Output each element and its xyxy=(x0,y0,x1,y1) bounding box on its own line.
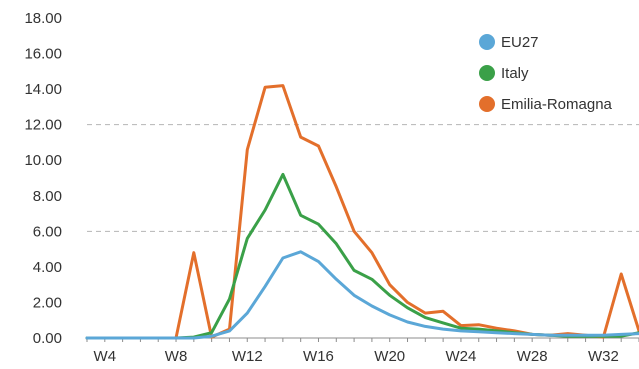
y-tick-label: 18.00 xyxy=(24,10,62,27)
y-tick-label: 6.00 xyxy=(33,223,62,240)
legend-marker xyxy=(479,96,495,112)
y-tick-label: 10.00 xyxy=(24,152,62,169)
legend-label: EU27 xyxy=(501,34,539,51)
x-tick-label: W16 xyxy=(303,348,334,365)
series-lines xyxy=(85,84,639,340)
y-tick-label: 12.00 xyxy=(24,117,62,134)
legend-marker xyxy=(479,34,495,50)
y-tick-label: 0.00 xyxy=(33,330,62,347)
x-tick-label: W4 xyxy=(94,348,117,365)
x-tick-label: W24 xyxy=(446,348,477,365)
series-line-eu27 xyxy=(85,250,639,340)
legend-label: Emilia-Romagna xyxy=(501,96,613,113)
gridlines xyxy=(87,124,639,232)
legend: EU27 Italy Emilia-Romagna xyxy=(479,34,613,113)
axes: 0.00 2.00 4.00 6.00 8.00 10.00 12.00 14.00 16.00… xyxy=(24,10,639,365)
y-tick-label: 16.00 xyxy=(24,46,62,63)
y-tick-label: 4.00 xyxy=(33,259,62,276)
x-tick-label: W32 xyxy=(588,348,619,365)
legend-marker xyxy=(479,65,495,81)
legend-label: Italy xyxy=(501,65,529,82)
x-tick-label: W8 xyxy=(165,348,188,365)
x-tick-label: W28 xyxy=(517,348,548,365)
x-tick-label: W20 xyxy=(374,348,405,365)
y-tick-label: 2.00 xyxy=(33,294,62,311)
y-tick-label: 14.00 xyxy=(24,81,62,98)
y-tick-label: 8.00 xyxy=(33,188,62,205)
x-tick-label: W12 xyxy=(232,348,263,365)
series-line-italy xyxy=(85,172,639,340)
